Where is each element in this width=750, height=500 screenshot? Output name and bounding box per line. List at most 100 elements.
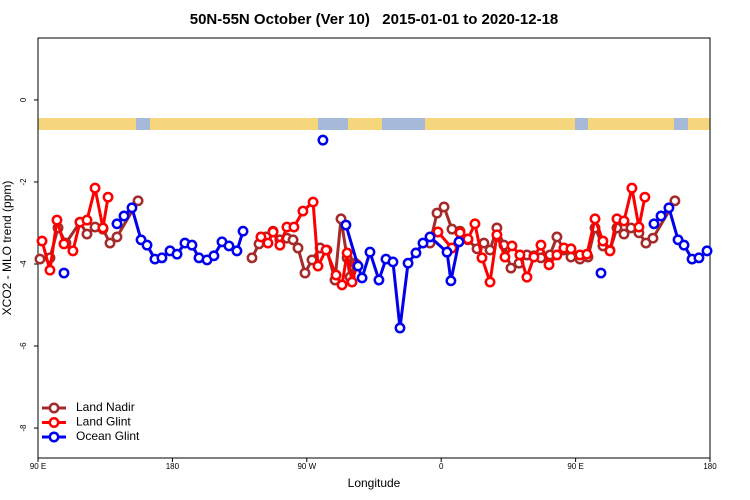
point [402, 257, 414, 269]
point [640, 237, 652, 249]
point [595, 267, 607, 279]
legend-item: Ocean Glint [42, 429, 140, 443]
point [431, 207, 443, 219]
x-tick-label: 180 [703, 462, 717, 471]
point [307, 196, 319, 208]
point [171, 248, 183, 260]
y-tick-label: -6 [19, 342, 28, 350]
point [223, 240, 235, 252]
point [387, 256, 399, 268]
point [618, 228, 630, 240]
x-tick-label: 180 [166, 462, 180, 471]
point [312, 260, 324, 272]
y-tick-label: -8 [19, 424, 28, 432]
legend-marker [48, 431, 60, 443]
legend-item: Land Nadir [42, 400, 135, 414]
point [51, 214, 63, 226]
point [514, 249, 526, 261]
point [126, 202, 138, 214]
point [317, 134, 329, 146]
x-axis-label: Longitude [348, 476, 401, 490]
point [543, 259, 555, 271]
point [208, 250, 220, 262]
legend-marker [48, 402, 60, 414]
point [535, 239, 547, 251]
point [118, 210, 130, 222]
point [288, 221, 300, 233]
point [67, 245, 79, 257]
point [639, 191, 651, 203]
point [410, 247, 422, 259]
point [81, 228, 93, 240]
x-tick-label: 90 W [297, 462, 316, 471]
legend-label: Ocean Glint [76, 429, 140, 443]
point [693, 252, 705, 264]
point [58, 267, 70, 279]
point [648, 218, 660, 230]
legend-label: Land Glint [76, 415, 131, 429]
point [647, 232, 659, 244]
point [336, 279, 348, 291]
point [521, 271, 533, 283]
point [655, 210, 667, 222]
point [438, 201, 450, 213]
point [341, 247, 353, 259]
point [581, 248, 593, 260]
point [663, 202, 675, 214]
point [255, 231, 267, 243]
legend-label: Land Nadir [76, 400, 135, 414]
point [394, 322, 406, 334]
point [346, 276, 358, 288]
point [476, 252, 488, 264]
point [604, 245, 616, 257]
point [246, 252, 258, 264]
point [445, 275, 457, 287]
point [453, 236, 465, 248]
point [111, 231, 123, 243]
point [97, 222, 109, 234]
point [432, 226, 444, 238]
point [701, 245, 713, 257]
point [417, 237, 429, 249]
point [454, 227, 466, 239]
point [81, 214, 93, 226]
y-tick-label: -2 [19, 178, 28, 186]
point [373, 274, 385, 286]
y-axis-label: XCO2 - MLO trend (ppm) [0, 181, 14, 316]
legend-item: Land Glint [42, 415, 131, 429]
point [669, 195, 681, 207]
point [505, 262, 517, 274]
point [678, 239, 690, 251]
point [267, 226, 279, 238]
point [141, 239, 153, 251]
point [352, 260, 364, 272]
point [633, 221, 645, 233]
x-tick-label: 90 E [30, 462, 46, 471]
point [626, 182, 638, 194]
chart-title: 50N-55N October (Ver 10) 2015-01-01 to 2… [190, 11, 559, 28]
point [618, 215, 630, 227]
x-tick-label: 90 E [567, 462, 583, 471]
point [330, 269, 342, 281]
point [186, 239, 198, 251]
y-tick-label: 0 [19, 97, 28, 102]
point [356, 272, 368, 284]
point [565, 243, 577, 255]
point [469, 218, 481, 230]
point [297, 205, 309, 217]
point [299, 267, 311, 279]
point [111, 218, 123, 230]
point [292, 242, 304, 254]
point [44, 264, 56, 276]
point [597, 235, 609, 247]
point [287, 234, 299, 246]
point [462, 233, 474, 245]
point [104, 237, 116, 249]
y-tick-label: -4 [19, 260, 28, 268]
point [237, 225, 249, 237]
point [589, 213, 601, 225]
point [441, 246, 453, 258]
point [551, 231, 563, 243]
